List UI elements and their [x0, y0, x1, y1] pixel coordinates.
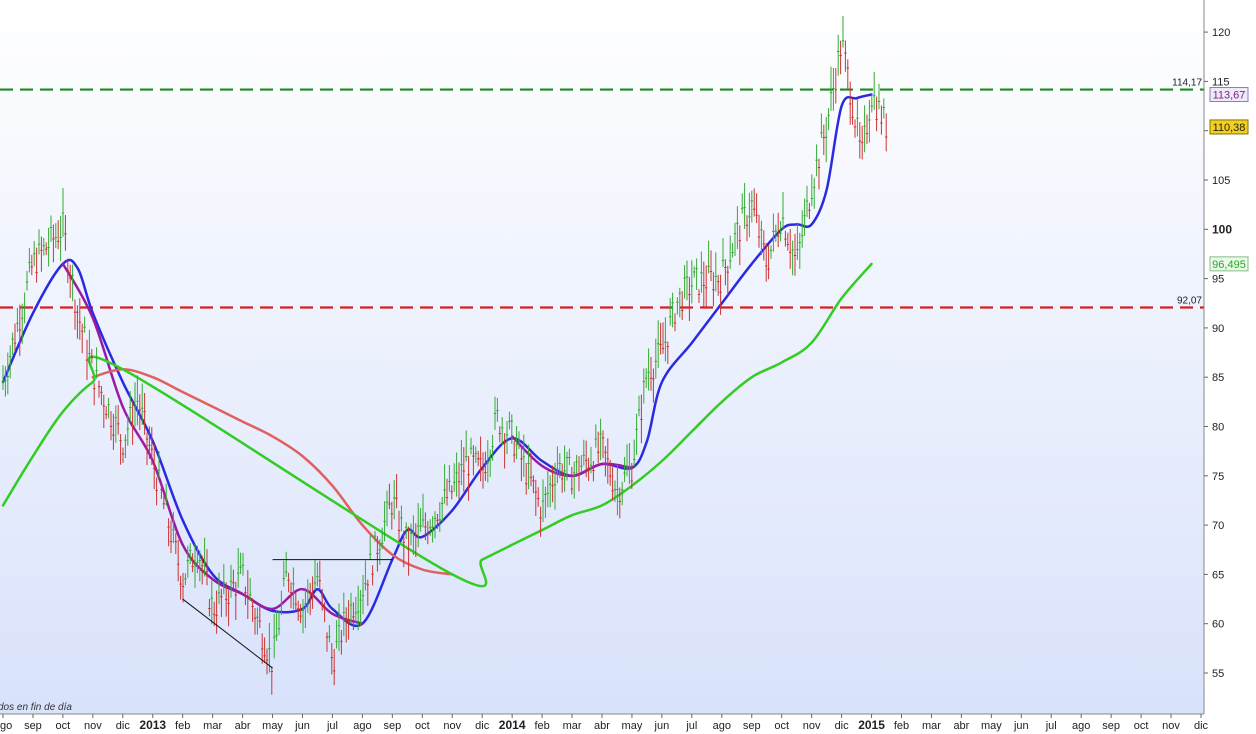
moving-average-line — [1, 262, 873, 588]
x-tick-label: 2013 — [139, 718, 166, 732]
x-tick-label: jun — [1013, 720, 1029, 732]
x-tick-label: feb — [534, 720, 549, 732]
moving-average-line — [91, 368, 454, 576]
x-tick-label: sep — [1102, 720, 1120, 732]
price-tag-label: 110,38 — [1213, 122, 1246, 134]
trendlines — [182, 559, 393, 669]
x-tick-label: may — [262, 720, 283, 732]
x-tick-label: jul — [326, 720, 338, 732]
x-tick-label: oct — [774, 720, 789, 732]
x-tick-label: ago — [713, 720, 731, 732]
x-tick-label: feb — [894, 720, 909, 732]
x-tick-label: may — [981, 720, 1002, 732]
y-tick-label: 90 — [1212, 323, 1224, 335]
x-tick-label: feb — [175, 720, 190, 732]
right-axis-panel — [1204, 0, 1256, 714]
y-tick-label: 55 — [1212, 668, 1224, 680]
price-tag-box — [1209, 256, 1249, 272]
bottom-axis-panel — [0, 714, 1256, 734]
x-tick-label: abr — [953, 720, 969, 732]
moving-average-line — [1, 93, 873, 627]
x-tick-label: sep — [383, 720, 401, 732]
y-tick-label: 60 — [1212, 619, 1224, 631]
footnote: dos en fin de día — [0, 702, 72, 713]
y-tick-label: 80 — [1212, 422, 1224, 434]
level-label: 92,07 — [1177, 295, 1202, 306]
y-tick-label: 95 — [1212, 274, 1224, 286]
y-tick-label: 65 — [1212, 569, 1224, 581]
price-tag-box — [1209, 119, 1249, 135]
trendline — [182, 598, 273, 669]
price-tag-label: 96,495 — [1212, 259, 1246, 271]
x-tick-label: sep — [743, 720, 761, 732]
x-tick-label: ago — [353, 720, 371, 732]
x-tick-label: dic — [475, 720, 490, 732]
x-tick-label: oct — [415, 720, 430, 732]
y-tick-label: 115 — [1212, 76, 1230, 88]
x-tick-label: 2014 — [499, 718, 526, 732]
x-tick-label: dic — [116, 720, 131, 732]
y-tick-label: 120 — [1212, 27, 1230, 39]
x-tick-label: ago — [1072, 720, 1090, 732]
x-tick-label: dic — [1194, 720, 1209, 732]
x-tick-label: nov — [84, 720, 102, 732]
x-tick-label: jun — [654, 720, 670, 732]
y-tick-label: 85 — [1212, 372, 1224, 384]
plot-background — [0, 0, 1204, 714]
x-axis: agosepoctnovdic2013febmarabrmayjunjulago… — [0, 714, 1209, 732]
y-tick-label: 70 — [1212, 520, 1224, 532]
level-lines: 114,17 92,07 — [0, 78, 1204, 309]
x-tick-label: nov — [443, 720, 461, 732]
price-tags: 113,67 110,38 96,495 — [1209, 87, 1249, 272]
x-tick-label: oct — [56, 720, 71, 732]
x-tick-label: nov — [1162, 720, 1180, 732]
y-tick-label: 100 — [1212, 222, 1232, 236]
x-tick-label: may — [622, 720, 643, 732]
price-tag-box — [1209, 87, 1249, 103]
x-tick-label: abr — [594, 720, 610, 732]
x-tick-label: jul — [685, 720, 697, 732]
y-tick-label: 75 — [1212, 471, 1224, 483]
x-tick-label: oct — [1134, 720, 1149, 732]
x-tick-label: mar — [203, 720, 222, 732]
x-tick-label: mar — [922, 720, 941, 732]
x-tick-label: jul — [1045, 720, 1057, 732]
x-tick-label: sep — [24, 720, 42, 732]
price-bars — [1, 16, 888, 695]
x-tick-label: dic — [835, 720, 850, 732]
x-tick-label: ago — [0, 720, 12, 732]
x-tick-label: mar — [563, 720, 582, 732]
x-tick-label: 2015 — [858, 718, 885, 732]
x-tick-label: abr — [235, 720, 251, 732]
price-tag-label: 113,67 — [1213, 90, 1246, 102]
x-tick-label: nov — [803, 720, 821, 732]
level-label: 114,17 — [1172, 78, 1202, 89]
y-tick-label: 105 — [1212, 175, 1230, 187]
x-tick-label: jun — [294, 720, 310, 732]
